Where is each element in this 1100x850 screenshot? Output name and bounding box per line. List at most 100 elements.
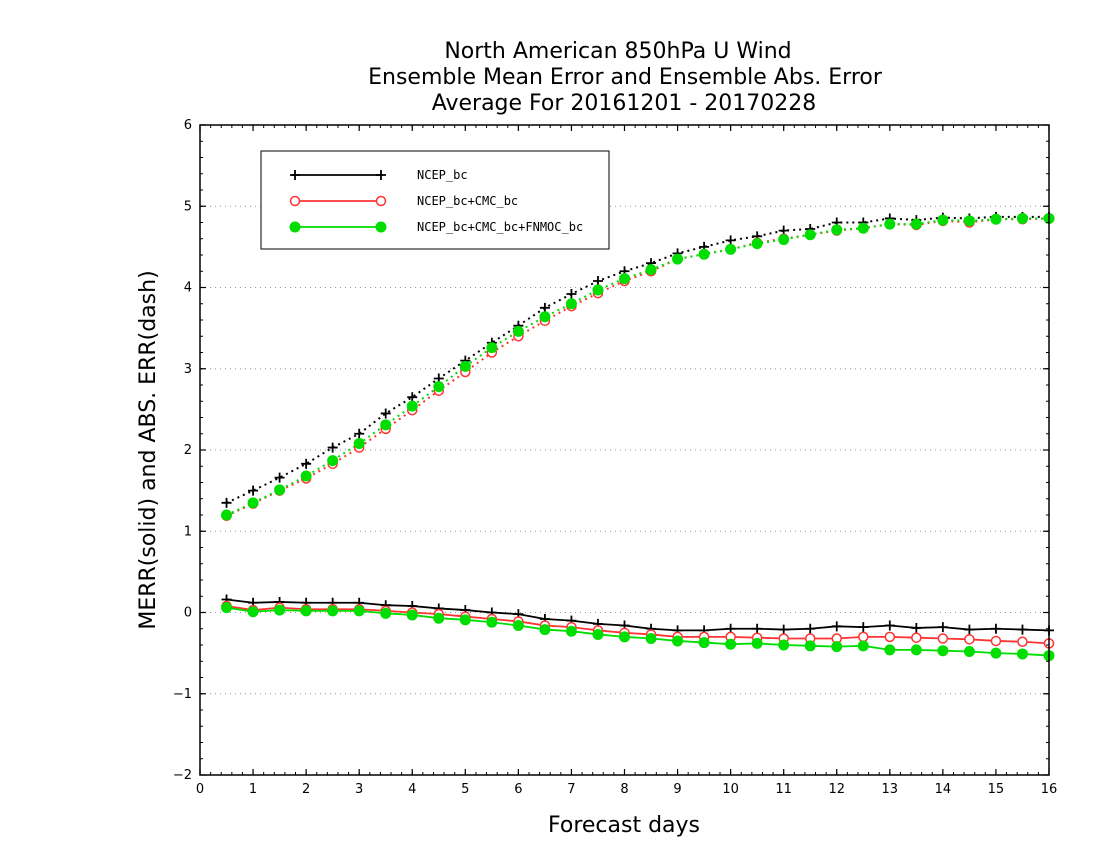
x-tick-label: 13 — [882, 782, 899, 797]
point-merr-ncep-bc-cmc-bc-fnmoc-bc — [804, 640, 816, 652]
legend-items: NCEP_bc NCEP_bc+CMC_bc NCEP_bc+CMC_bc+FNMO… — [289, 168, 583, 234]
point-merr-ncep-bc-cmc-bc-fnmoc-bc — [380, 607, 392, 619]
point-merr-ncep-bc-cmc-bc — [911, 632, 922, 643]
point-merr-ncep-bc-cmc-bc-fnmoc-bc — [459, 614, 471, 626]
point-merr-ncep-bc — [990, 623, 1001, 634]
point-merr-ncep-bc-cmc-bc-fnmoc-bc — [247, 606, 259, 618]
point-merr-ncep-bc-cmc-bc — [1017, 636, 1028, 647]
plot-series — [221, 211, 1055, 662]
point-abs-err-ncep-bc-cmc-bc-fnmoc-bc — [380, 419, 392, 431]
x-axis-label: Forecast days — [548, 813, 700, 838]
point-abs-err-ncep-bc-cmc-bc-fnmoc-bc — [512, 325, 524, 337]
point-abs-err-ncep-bc-cmc-bc-fnmoc-bc — [672, 253, 684, 265]
x-tick-label: 7 — [567, 782, 575, 797]
point-merr-ncep-bc-cmc-bc-fnmoc-bc — [937, 645, 949, 657]
legend-box — [260, 150, 610, 250]
point-abs-err-ncep-bc — [725, 235, 736, 246]
point-merr-ncep-bc-cmc-bc — [884, 631, 896, 643]
point-abs-err-ncep-bc — [592, 276, 603, 286]
point-merr-ncep-bc-cmc-bc-fnmoc-bc — [698, 637, 710, 649]
x-tick-label: 11 — [775, 782, 792, 797]
point-abs-err-ncep-bc-cmc-bc-fnmoc-bc — [221, 509, 233, 521]
y-tick-label: 2 — [184, 443, 192, 458]
series-line-abs-err-ncep-bc — [226, 215, 1049, 504]
point-merr-ncep-bc-cmc-bc — [964, 634, 975, 645]
point-merr-ncep-bc-cmc-bc-fnmoc-bc — [327, 605, 339, 617]
y-tick-label: 6 — [184, 118, 192, 133]
point-merr-ncep-bc-cmc-bc-fnmoc-bc — [645, 633, 657, 644]
x-tick-label: 10 — [722, 782, 739, 797]
point-merr-ncep-bc-cmc-bc-fnmoc-bc — [990, 647, 1002, 659]
point-abs-err-ncep-bc-cmc-bc-fnmoc-bc — [910, 218, 922, 230]
point-merr-ncep-bc — [778, 624, 789, 635]
point-merr-ncep-bc — [831, 621, 842, 632]
x-tick-label: 8 — [620, 782, 628, 797]
point-abs-err-ncep-bc-cmc-bc-fnmoc-bc — [804, 229, 816, 241]
point-merr-ncep-bc-cmc-bc-fnmoc-bc — [486, 616, 498, 628]
point-merr-ncep-bc-cmc-bc-fnmoc-bc — [884, 644, 896, 656]
point-merr-ncep-bc-cmc-bc-fnmoc-bc — [857, 640, 869, 652]
legend-marker-ncep-bc-cmc-bc — [289, 195, 301, 207]
x-tick-label: 6 — [514, 782, 522, 797]
legend-label-ncep-bc: NCEP_bc — [417, 168, 468, 182]
point-abs-err-ncep-bc-cmc-bc-fnmoc-bc — [486, 342, 498, 354]
point-abs-err-ncep-bc-cmc-bc-fnmoc-bc — [592, 284, 604, 296]
point-merr-ncep-bc — [805, 623, 816, 634]
y-tick-label: 1 — [184, 524, 192, 539]
point-merr-ncep-bc-cmc-bc-fnmoc-bc — [751, 637, 763, 649]
point-merr-ncep-bc — [884, 620, 895, 631]
chart-title-line-2: Ensemble Mean Error and Ensemble Abs. Er… — [368, 65, 883, 90]
y-tick-label: 0 — [184, 606, 192, 621]
legend-label-ncep-bc-cmc-bc: NCEP_bc+CMC_bc — [417, 194, 518, 208]
legend-marker-ncep-bc-cmc-bc-fnmoc-bc — [375, 221, 387, 233]
point-abs-err-ncep-bc — [566, 289, 577, 299]
point-abs-err-ncep-bc-cmc-bc-fnmoc-bc — [937, 214, 949, 226]
series-line-abs-err-ncep-bc-cmc-bc-fnmoc-bc — [226, 217, 1049, 516]
point-merr-ncep-bc-cmc-bc-fnmoc-bc — [778, 639, 790, 651]
point-merr-ncep-bc — [858, 622, 869, 633]
x-tick-label: 15 — [988, 782, 1005, 797]
x-tick-label: 0 — [196, 782, 204, 797]
legend-marker-ncep-bc — [376, 170, 386, 180]
x-tick-label: 12 — [828, 782, 845, 797]
point-merr-ncep-bc-cmc-bc-fnmoc-bc — [910, 644, 922, 656]
legend-label-ncep-bc-cmc-bc-fnmoc-bc: NCEP_bc+CMC_bc+FNMOC_bc — [417, 220, 583, 234]
point-merr-ncep-bc — [1017, 624, 1028, 635]
point-abs-err-ncep-bc-cmc-bc-fnmoc-bc — [698, 248, 710, 260]
x-tick-label: 9 — [673, 782, 681, 797]
point-merr-ncep-bc-cmc-bc — [990, 635, 1002, 647]
point-abs-err-ncep-bc-cmc-bc-fnmoc-bc — [831, 224, 843, 236]
x-tick-label: 14 — [935, 782, 952, 797]
point-abs-err-ncep-bc — [221, 497, 232, 508]
point-abs-err-ncep-bc-cmc-bc-fnmoc-bc — [433, 381, 445, 393]
legend-marker-ncep-bc — [290, 170, 300, 180]
point-merr-ncep-bc-cmc-bc-fnmoc-bc — [433, 612, 445, 624]
y-tick-label: −1 — [173, 687, 192, 702]
y-tick-label: 3 — [184, 362, 192, 377]
point-abs-err-ncep-bc-cmc-bc-fnmoc-bc — [778, 234, 790, 246]
point-merr-ncep-bc — [937, 622, 948, 633]
point-merr-ncep-bc — [964, 624, 975, 635]
point-merr-ncep-bc-cmc-bc — [937, 633, 949, 644]
y-tick-label: 5 — [184, 199, 192, 214]
x-tick-label: 5 — [461, 782, 469, 797]
x-tick-label: 1 — [249, 782, 257, 797]
point-abs-err-ncep-bc — [274, 472, 285, 483]
point-merr-ncep-bc-cmc-bc-fnmoc-bc — [300, 605, 312, 617]
point-abs-err-ncep-bc — [354, 428, 365, 439]
point-abs-err-ncep-bc-cmc-bc-fnmoc-bc — [990, 213, 1002, 225]
point-merr-ncep-bc-cmc-bc-fnmoc-bc — [565, 625, 577, 637]
point-abs-err-ncep-bc-cmc-bc-fnmoc-bc — [565, 298, 577, 310]
point-abs-err-ncep-bc-cmc-bc-fnmoc-bc — [274, 484, 286, 496]
point-abs-err-ncep-bc-cmc-bc-fnmoc-bc — [459, 360, 471, 372]
point-abs-err-ncep-bc-cmc-bc-fnmoc-bc — [645, 264, 657, 276]
point-merr-ncep-bc-cmc-bc-fnmoc-bc — [1016, 648, 1028, 660]
point-merr-ncep-bc-cmc-bc-fnmoc-bc — [619, 631, 630, 643]
legend: NCEP_bc NCEP_bc+CMC_bc NCEP_bc+CMC_bc+FNMO… — [260, 150, 610, 250]
y-tick-label: −2 — [173, 768, 192, 783]
y-tick-label: 4 — [184, 281, 192, 296]
chart-title-line-3: Average For 20161201 - 20170228 — [432, 91, 817, 116]
point-abs-err-ncep-bc-cmc-bc-fnmoc-bc — [327, 455, 339, 467]
